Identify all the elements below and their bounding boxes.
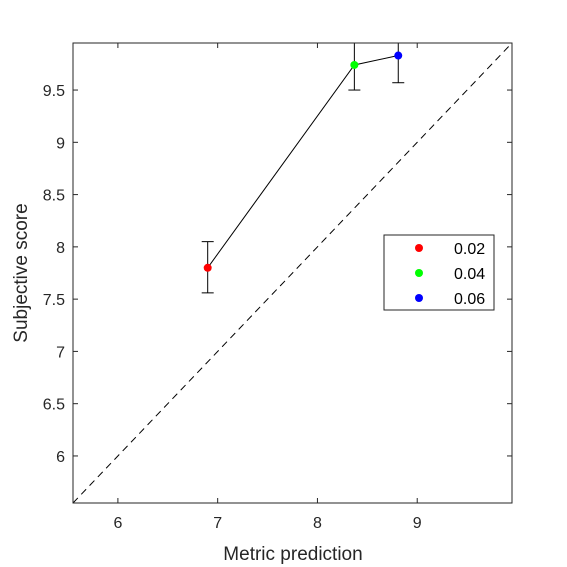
data-point-0.02 (203, 263, 212, 272)
legend-box (383, 234, 495, 311)
y-tick-label: 8.5 (43, 188, 65, 205)
y-tick-label: 6.5 (43, 397, 65, 414)
y-tick-label: 9 (56, 135, 65, 152)
legend-label: 0.02 (454, 241, 485, 258)
y-tick-label: 7.5 (43, 292, 65, 309)
y-tick-label: 7 (56, 344, 65, 361)
x-tick-label: 9 (413, 515, 422, 532)
legend: 0.02 0.04 0.06 (383, 234, 495, 311)
reference-diagonal-line (73, 43, 512, 503)
y-axis-label: Subjective score (11, 203, 32, 342)
data-point-0.06 (394, 51, 403, 60)
legend-marker-0.06 (415, 294, 423, 302)
x-axis-label: Metric prediction (223, 544, 362, 565)
x-tick-label: 6 (113, 515, 122, 532)
legend-marker-0.02 (415, 244, 423, 252)
x-tick-label: 7 (213, 515, 222, 532)
x-tick-label: 8 (313, 515, 322, 532)
data-point-0.04 (350, 60, 359, 69)
plot-frame (72, 42, 513, 504)
legend-marker-0.04 (415, 269, 423, 277)
legend-label: 0.04 (454, 266, 485, 283)
y-tick-label: 6 (56, 449, 65, 466)
legend-label: 0.06 (454, 291, 485, 308)
y-tick-label: 9.5 (43, 83, 65, 100)
y-tick-label: 8 (56, 240, 65, 257)
